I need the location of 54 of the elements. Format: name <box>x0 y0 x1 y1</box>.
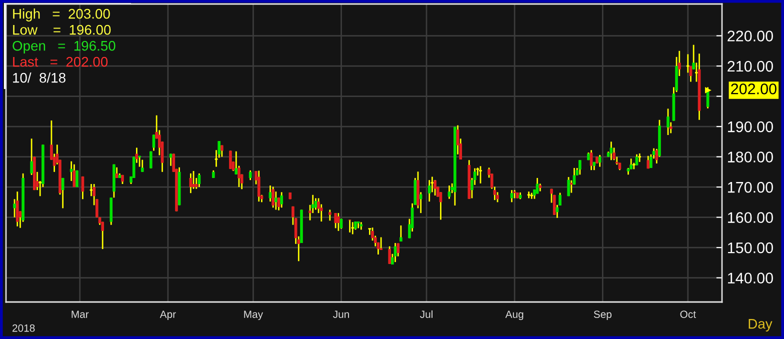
candlestick <box>274 190 278 210</box>
x-tick-label: Aug <box>505 310 524 320</box>
candlestick <box>578 159 582 176</box>
annotation: Last = 202.00 <box>13 56 108 67</box>
text: 2018 <box>12 324 35 332</box>
candlestick <box>214 149 218 168</box>
candlestick <box>101 221 104 250</box>
candlestick <box>229 150 232 170</box>
y-tick-label: 180.00 <box>728 152 773 162</box>
candlestick <box>666 108 670 136</box>
annotation: Open = 196.50 <box>12 40 116 54</box>
candlestick <box>328 209 332 222</box>
candlestick <box>16 190 19 228</box>
x-tick-label: Jun <box>333 310 349 318</box>
annotation: 10/ 8/18 <box>13 72 66 83</box>
annotation: Low = 196.00 <box>13 24 111 35</box>
candlestick <box>350 221 355 235</box>
y-tick-label: 160.00 <box>728 212 773 223</box>
y-tick-label: 170.00 <box>728 182 773 193</box>
candlestick <box>70 160 73 182</box>
candlestick <box>388 246 391 265</box>
x-tick-label: May <box>244 310 264 320</box>
y-tick-label: 150.00 <box>728 242 773 254</box>
candlestick <box>400 224 402 242</box>
candlestick <box>149 150 152 169</box>
text: Day <box>748 319 772 332</box>
candlestick <box>348 219 352 234</box>
candlestick <box>140 159 144 173</box>
x-tick-label: Sep <box>594 310 612 320</box>
candlestick <box>567 176 570 197</box>
candlestick <box>552 194 556 216</box>
candlestick <box>434 179 436 196</box>
candlestick <box>272 186 274 208</box>
y-tick-label: 220.00 <box>728 30 773 42</box>
candlestick <box>334 212 338 229</box>
x-tick-label: Jul <box>420 310 432 318</box>
candlestick <box>30 138 33 176</box>
annotation: High = 203.00 <box>13 8 110 22</box>
x-tick-label: Mar <box>72 310 89 318</box>
y-tick-label: 190.00 <box>728 121 773 132</box>
candlestick <box>248 170 252 181</box>
y-tick-label: 210.00 <box>728 60 773 72</box>
annotation: 202.00 <box>731 84 776 94</box>
candlestick <box>610 140 613 161</box>
candlestick <box>257 170 260 202</box>
x-tick-label: Oct <box>680 310 696 318</box>
candlestick <box>337 212 340 232</box>
y-tick-label: 140.00 <box>728 272 773 284</box>
candlestick <box>428 179 431 202</box>
x-tick-label: Apr <box>160 310 176 320</box>
candlestick <box>380 236 382 251</box>
candlestick <box>280 191 284 208</box>
candlestick <box>646 155 650 170</box>
candlestick <box>192 170 195 190</box>
